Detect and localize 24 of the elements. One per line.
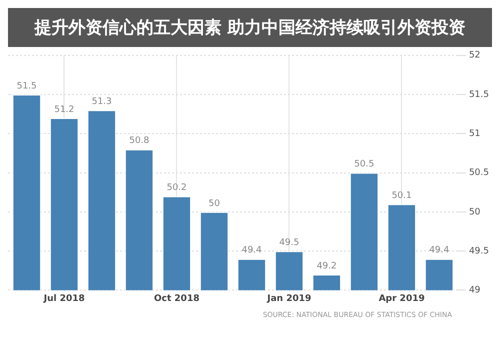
y-tick-label: 51.5 (468, 90, 490, 100)
x-tick-label: Oct 2018 (154, 294, 200, 304)
y-tick-label: 52 (468, 50, 480, 61)
data-label: 49.4 (429, 246, 450, 256)
y-tick-label: 50.5 (468, 168, 490, 178)
data-label: 49.4 (242, 246, 262, 256)
data-label: 49.5 (279, 238, 300, 248)
data-label: 51.5 (16, 81, 37, 92)
data-label: 50 (208, 198, 220, 209)
y-tick-label: 50 (468, 207, 481, 218)
data-label: 51.2 (54, 104, 74, 115)
data-label: 49.2 (316, 261, 337, 272)
data-label: 51.3 (92, 97, 112, 108)
data-label: 50.1 (392, 190, 412, 201)
x-tick-label: Jan 2019 (266, 294, 312, 304)
y-tick-label: 49 (468, 286, 481, 296)
x-tick-label: Apr 2019 (378, 294, 425, 304)
y-tick-label: 51 (468, 129, 480, 140)
x-tick-label: Jul 2018 (42, 294, 85, 304)
data-label: 50.8 (129, 136, 150, 146)
chart-title: 提升外资信心的五大因素 助力中国经济持续吸引外资投资 (8, 8, 492, 47)
data-label: 50.5 (354, 160, 374, 170)
data-label: 50.2 (166, 183, 187, 194)
y-tick-label: 49.5 (468, 246, 490, 256)
